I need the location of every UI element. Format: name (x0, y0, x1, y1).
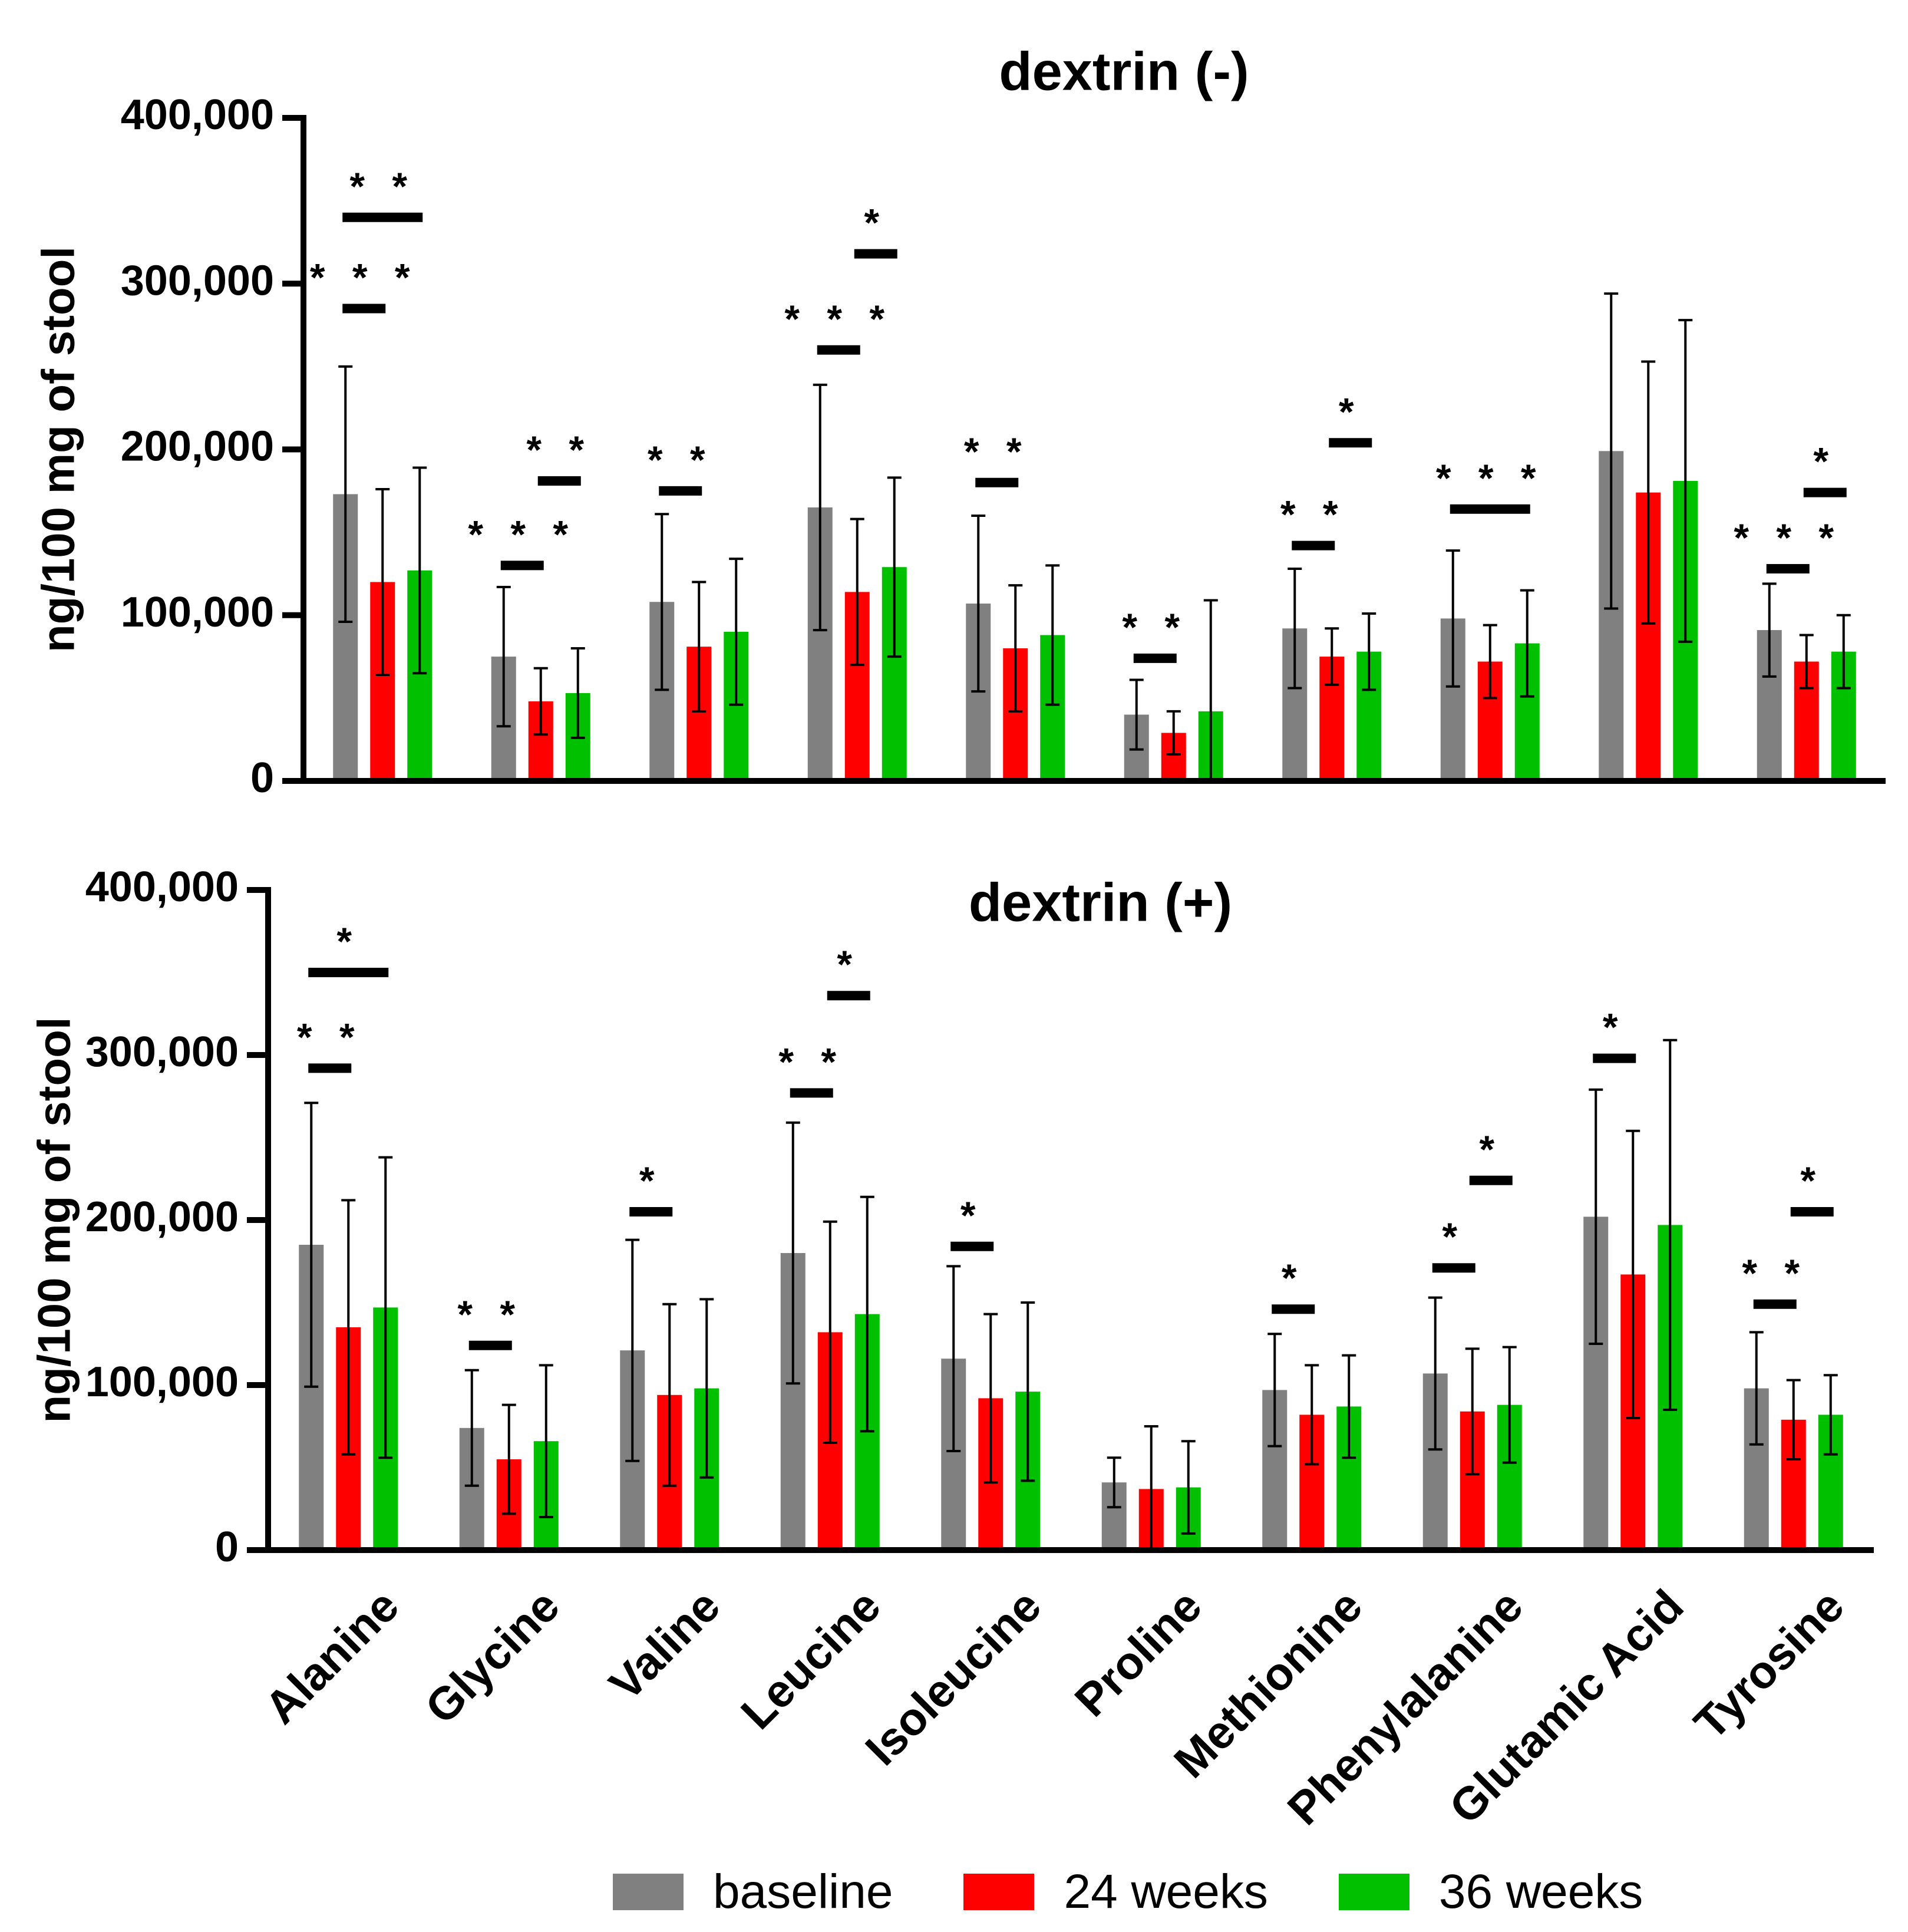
y-tick-label: 100,000 (121, 589, 274, 636)
significance-label: * (864, 201, 887, 245)
significance-label: * * * (310, 255, 418, 299)
significance-label: * * (526, 428, 592, 472)
significance-label: * (837, 942, 860, 986)
chart-title: dextrin (-) (999, 41, 1249, 101)
y-tick-label: 200,000 (121, 423, 274, 470)
significance-label: * (960, 1194, 984, 1237)
x-tick-label-alanine: Alanine (255, 1580, 408, 1733)
significance-label: * * (297, 1015, 363, 1059)
y-tick-label: 300,000 (121, 257, 274, 304)
x-tick-label-leucine: Leucine (731, 1580, 890, 1739)
x-tick-label-proline: Proline (1065, 1580, 1212, 1726)
y-tick-label: 0 (250, 754, 274, 802)
legend-item-24-weeks: 24 weeks (963, 1864, 1268, 1920)
y-axis-label: ng/100 mg of stool (28, 1017, 80, 1423)
significance-label: * (1603, 1005, 1626, 1049)
chart-title: dextrin (+) (969, 872, 1232, 932)
significance-label: * * (1280, 493, 1346, 536)
legend-item-36-weeks: 36 weeks (1338, 1864, 1643, 1920)
x-tick-label-isoleucine: Isoleucine (855, 1580, 1051, 1775)
significance-label: * * (964, 430, 1030, 473)
significance-label: * (639, 1159, 663, 1202)
significance-label: * * * (1734, 516, 1842, 559)
y-tick-label: 300,000 (85, 1028, 239, 1076)
chart-panel-dextrin-minus: dextrin (-) ng/100 mg of stool 0 100,000 200… (32, 41, 1886, 802)
y-tick-label: 0 (215, 1524, 239, 1571)
significance-label: * * (1742, 1251, 1808, 1295)
significance-label: * * * (784, 297, 893, 341)
significance-label: * (1339, 390, 1362, 433)
legend-label-baseline: baseline (713, 1865, 893, 1918)
x-tick-label-valine: Valine (599, 1580, 730, 1710)
legend-swatch-24-weeks (963, 1874, 1035, 1910)
x-tick-label-glycine: Glycine (415, 1580, 569, 1733)
legend-swatch-baseline (613, 1874, 684, 1910)
legend-item-baseline: baseline (613, 1864, 893, 1920)
significance-label: * * (778, 1040, 844, 1083)
x-tick-label-tyrosine: Tyrosine (1684, 1580, 1854, 1749)
significance-label: * * (349, 164, 415, 208)
significance-label: * (1813, 440, 1837, 483)
y-tick-label: 100,000 (85, 1359, 239, 1406)
legend-swatch-36-weeks (1338, 1874, 1409, 1910)
significance-label: * * (1122, 605, 1188, 649)
y-tick-label: 400,000 (85, 863, 239, 911)
significance-label: * * (648, 438, 714, 482)
significance-label: * (1282, 1256, 1305, 1300)
significance-label: * * (457, 1293, 523, 1336)
significance-label: * * * (1436, 456, 1544, 500)
significance-label: * * * (468, 512, 576, 556)
chart-panel-dextrin-plus: dextrin (+) ng/100 mg of stool 0 100,000 200… (28, 863, 1874, 1571)
significance-label: * (1442, 1215, 1465, 1258)
legend-label-24-weeks: 24 weeks (1064, 1865, 1268, 1918)
y-tick-label: 400,000 (121, 91, 274, 139)
significance-label: * (1800, 1159, 1824, 1202)
legend: baseline 24 weeks 36 weeks (613, 1862, 1643, 1921)
legend-label-36-weeks: 36 weeks (1438, 1865, 1643, 1918)
y-tick-label: 200,000 (85, 1194, 239, 1241)
significance-label: * (1479, 1127, 1503, 1171)
significance-label: * (336, 919, 360, 963)
y-axis-label: ng/100 mg of stool (32, 246, 84, 652)
